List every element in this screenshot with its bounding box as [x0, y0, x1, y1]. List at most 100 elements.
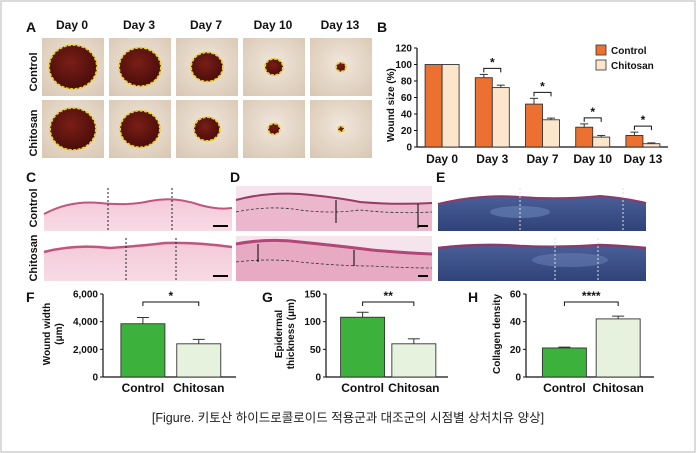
significance-marker: **: [384, 289, 394, 303]
bar-chitosan: [391, 343, 437, 378]
he-low-mag-control: [43, 186, 233, 231]
x-tick-label: Control: [122, 381, 165, 395]
x-tick-label: Chitosan: [173, 381, 224, 395]
bar-chitosan: [595, 318, 641, 378]
histology-panels: C D E Control Chitosan: [26, 169, 647, 282]
panel-d-label: D: [230, 169, 240, 185]
bar-chitosan-4: [642, 143, 661, 148]
he-high-mag-control: [235, 186, 433, 231]
bar-chitosan-0: [441, 64, 460, 148]
bar-control: [340, 316, 386, 378]
significance-marker: *: [641, 113, 646, 127]
chart-h-ylabel: Collagen density: [492, 294, 503, 374]
y-tick-label: 0: [515, 373, 521, 384]
significance-bracket: [533, 91, 552, 97]
significance-bracket: [563, 301, 619, 306]
bar-chitosan: [176, 343, 222, 378]
day-label-3: Day 3: [123, 18, 155, 32]
x-tick-label: Day 10: [573, 152, 612, 166]
day-label-10: Day 10: [254, 18, 293, 32]
x-tick-label: Control: [543, 381, 586, 395]
day-label-7: Day 7: [190, 18, 222, 32]
legend-swatch-chitosan: [595, 59, 607, 71]
significance-marker: *: [540, 79, 545, 93]
chart-g-ylabel-line2: thickness (μm): [286, 299, 297, 370]
row-label-control: Control: [28, 52, 40, 91]
bar-chitosan-1: [491, 87, 510, 148]
y-tick-label: 40: [401, 110, 413, 121]
y-tick-label: 150: [304, 290, 321, 301]
y-tick-label: 0: [406, 143, 412, 154]
panel-a-label: A: [26, 19, 36, 35]
y-tick-label: 6,000: [73, 290, 98, 301]
x-tick-label: Day 7: [526, 152, 558, 166]
wound-area: [264, 57, 284, 77]
x-tick-label: Chitosan: [592, 381, 643, 395]
day-label-13: Day 13: [321, 18, 360, 32]
mt-stain-control: [437, 186, 647, 231]
y-tick-label: 60: [510, 290, 522, 301]
y-tick-label: 120: [395, 44, 412, 55]
x-tick-label: Chitosan: [388, 381, 439, 395]
chart-b-legend: Control Chitosan: [595, 44, 654, 72]
wound-photo-grid: [42, 38, 372, 158]
wound-area: [118, 46, 162, 88]
chart-f-ylabel-line2: (μm): [54, 323, 65, 345]
x-tick-label: Day 3: [476, 152, 508, 166]
x-tick-label: Day 0: [426, 152, 458, 166]
he-low-mag-chitosan: [43, 236, 233, 281]
wound-area: [190, 51, 224, 83]
histology-row-control: Control: [28, 188, 40, 227]
figure-caption: [Figure. 키토산 하이드로콜로이드 적용군과 대조군의 시점별 상처치유…: [152, 411, 544, 425]
y-tick-label: 0: [92, 373, 98, 384]
epidermal-thickness-chart: 0 50 100 150 Control Chitosan **: [304, 289, 448, 395]
significance-bracket: [633, 125, 652, 131]
wound-area: [267, 122, 281, 136]
bar-chitosan-2: [542, 119, 560, 148]
significance-bracket: [483, 67, 502, 73]
wound-area: [49, 106, 97, 152]
legend-label-control: Control: [611, 46, 647, 57]
panel-a: A Day 0 Day 3 Day 7 Day 10 Day 13 Contro…: [26, 18, 372, 158]
significance-bracket: [142, 301, 200, 306]
bar-control: [120, 323, 166, 378]
chart-f-ylabel-line1: Wound width: [42, 303, 53, 366]
y-tick-label: 60: [401, 93, 413, 104]
row-label-chitosan: Chitosan: [28, 109, 40, 156]
panel-c-label: C: [26, 169, 36, 185]
y-tick-label: 80: [401, 77, 413, 88]
wound-area: [48, 43, 98, 91]
panel-b: B Wound size (%) 0 20 40 60 80 100 120 Day 0 Day…: [377, 19, 668, 166]
panel-b-label: B: [377, 19, 387, 35]
significance-bracket: [583, 117, 602, 122]
panel-h-label: H: [468, 289, 478, 305]
panel-f-label: F: [26, 289, 35, 305]
x-tick-label: Day 13: [624, 152, 663, 166]
bar-control-1: [474, 77, 493, 148]
chart-b-ylabel: Wound size (%): [386, 68, 397, 142]
histology-row-chitosan: Chitosan: [28, 234, 40, 281]
panel-e-label: E: [436, 169, 445, 185]
y-tick-label: 4,000: [73, 317, 98, 328]
wound-area: [119, 109, 161, 149]
y-tick-label: 100: [395, 60, 412, 71]
y-tick-label: 20: [510, 345, 522, 356]
x-tick-label: Control: [341, 381, 384, 395]
wound-size-chart: 0 20 40 60 80 100 120 Day 0 Day 3 * Day 7 * Day 10 * D…: [395, 44, 668, 166]
significance-marker: ****: [582, 289, 601, 303]
y-tick-label: 2,000: [73, 345, 98, 356]
significance-marker: *: [590, 105, 595, 119]
legend-label-chitosan: Chitosan: [611, 61, 654, 72]
panel-g-label: G: [262, 289, 273, 305]
bar-control-0: [424, 64, 443, 148]
collagen-density-chart: 0 20 40 60 Control Chitosan ****: [510, 289, 654, 395]
y-tick-label: 50: [310, 345, 322, 356]
wound-area: [193, 116, 221, 142]
bar-chitosan-3: [592, 136, 611, 148]
y-tick-label: 100: [304, 317, 321, 328]
bar-control: [541, 347, 587, 378]
mt-stain-chitosan: [437, 236, 647, 281]
bar-control-4: [625, 134, 644, 148]
y-tick-label: 40: [510, 317, 522, 328]
